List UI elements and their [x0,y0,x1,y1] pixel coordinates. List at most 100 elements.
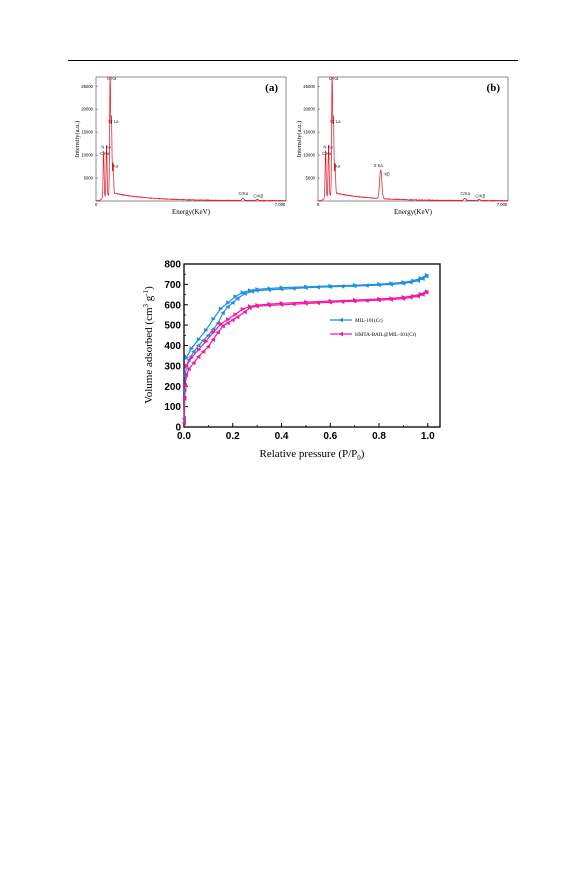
edx-b-annotation-3: C Ka [322,151,332,156]
bet-mil-desorption-line [185,274,427,358]
bet-mil-desorption-point-3 [401,280,406,285]
edx-b-ytick-label-4: 25000 [303,84,315,89]
bet-mil-adsorption-point-11 [220,310,225,316]
bet-mil-desorption-point-5 [377,281,382,287]
bet-hmta-desorption-point-20 [189,355,194,360]
bet-xtick-label-2: 0.4 [275,431,289,442]
bet-mil-desorption-point-9 [279,285,285,290]
edx-a-ticks: 5000 10000 15000 20000 25000 0 7.000 [81,84,286,207]
bet-mil-adsorption-point-32 [420,276,425,281]
bet-ytick-label-5: 500 [164,321,181,332]
bet-hmta-desorption-point-5 [377,296,382,302]
bet-hmta-desorption-point-18 [204,339,209,344]
bet-hmta-adsorption-point-14 [235,314,240,320]
bet-hmta-adsorption-point-10 [215,330,220,335]
bet-hmta-desorption-point-4 [389,296,394,301]
edx-a-ytick-label-0: 5000 [84,176,94,181]
bet-hmta-adsorption-point-9 [210,337,216,342]
bet-mil-adsorption-point-9 [210,326,216,332]
bet-ytick-label-2: 200 [164,382,181,393]
bet-legend-marker-0 [338,317,343,323]
edx-b-panel-label: (b) [487,82,501,94]
bet-mil-desorption-point-10 [267,286,272,291]
bet-hmta-desorption-point-8 [304,299,309,305]
bet-ytick-label-8: 800 [164,260,181,271]
bet-mil-desorption-point-17 [211,316,216,322]
bet-mil-desorption-point-13 [240,290,246,295]
bet-mil-desorption-point-11 [255,287,260,292]
edx-a-annotation-0: O Ka [107,76,117,81]
bet-xtick-label-1: 0.2 [226,431,240,442]
bet-hmta-desorption-point-11 [255,302,260,308]
bet-mil-adsorption-point-10 [215,320,220,326]
bet-legend-label-0: MIL-101(Cr) [355,317,383,324]
bet-hmta-adsorption-point-6 [196,354,201,359]
bet-hmta-desorption-point-6 [352,297,358,303]
bet-hmta-adsorption-point-7 [200,349,206,354]
edx-b-xtick-label-1: 7.000 [497,202,508,207]
edx-a-annotations: O Ka Cr La N KaC Ka Ka CrKa CrKβ [100,76,264,198]
edx-a-annotation-4: Ka [113,163,119,168]
edx-b-annotation-4: Ka [335,163,341,168]
bet-hmta-desorption-point-21 [184,363,189,369]
bet-hmta-desorption-point-7 [328,298,333,304]
edx-a-xtick-label-1: 7.000 [275,202,286,207]
bet-mil-adsorption-point-14 [235,296,240,301]
bet-mil-desorption-point-7 [328,283,333,289]
edx-spectrum-b: (b) Intensity(a.u.) Energy(KeV) 5000 1000… [292,72,512,220]
bet-mil-desorption-point-20 [189,346,194,351]
edx-b-annotation-0: O Ka [329,76,339,81]
bet-mil-desorption-point-21 [184,355,189,360]
edx-a-annotation-2: N Ka [101,145,111,150]
bet-mil-adsorption-point-5 [191,349,196,354]
edx-b-ytick-label-2: 15000 [303,130,315,135]
bet-series [181,272,430,426]
edx-a-ytick-label-1: 10000 [81,153,93,158]
bet-hmta-desorption-point-13 [240,306,246,312]
bet-mil-desorption-point-0 [424,272,430,278]
bet-hmta-desorption-point-1 [418,291,424,297]
bet-mil-adsorption-point-8 [205,333,211,338]
bet-hmta-adsorption-point-11 [220,323,225,329]
edx-b-ticks: 5000 10000 15000 20000 25000 0 7.000 [303,84,508,207]
edx-a-annotation-5: CrKa [239,191,249,196]
edx-b-ylabel: Intensity(a.u.) [296,121,303,157]
edx-a-ytick-label-3: 20000 [81,107,93,112]
bet-mil-adsorption-point-13 [230,300,235,305]
bet-hmta-desorption-point-9 [279,301,285,306]
bet-hmta-desorption-point-17 [211,330,216,335]
bet-hmta-desorption-point-14 [233,312,238,317]
bet-legend-label-1: HMTA-BAIL@MIL-101(Cr) [355,331,416,338]
header-rule [68,60,518,61]
bet-hmta-adsorption-point-1 [182,396,187,401]
bet-mil-desorption-point-6 [352,282,358,288]
bet-mil-adsorption-line [183,275,427,419]
bet-ytick-label-4: 400 [164,341,181,352]
edx-a-panel-label: (a) [265,82,278,94]
bet-mil-desorption-point-14 [233,294,238,299]
edx-b-frame [317,76,509,202]
bet-isotherm-chart: 0 100 200 300 400 500 600 700 800 0.0 0.2 0.4 0.6 0.8… [140,255,450,470]
edx-a-xlabel: Energy(KeV) [172,208,211,216]
bet-ytick-label-0: 0 [175,423,181,434]
bet-hmta-adsorption-point-4 [186,366,191,372]
bet-hmta-adsorption-point-13 [230,317,235,323]
edx-b-annotation-2: N Ka [323,145,333,150]
bet-ytick-label-7: 700 [164,280,181,291]
edx-b-annotation-7: CrKa [461,191,471,196]
edx-b-ytick-label-1: 10000 [303,153,315,158]
bet-mil-adsorption-point-15 [242,291,247,296]
bet-mil-adsorption-point-12 [225,304,230,310]
bet-ytick-label-3: 300 [164,361,181,372]
edx-a-ytick-label-4: 25000 [81,84,93,89]
bet-ticks: 0 100 200 300 400 500 600 700 800 0.0 0.2 0.4 0.6 0.8… [164,260,435,443]
edx-spectrum-a: (a) Intensity(a.u.) Energy(KeV) 5000 1000… [70,72,290,220]
bet-hmta-desorption-point-2 [411,293,416,299]
bet-hmta-adsorption-point-2 [182,382,187,388]
edx-a-annotation-3: C Ka [100,151,110,156]
bet-legend-marker-1 [338,331,343,337]
bet-ytick-label-6: 600 [164,300,181,311]
bet-mil-adsorption-point-6 [196,343,201,348]
edx-b-ytick-label-3: 20000 [303,107,315,112]
